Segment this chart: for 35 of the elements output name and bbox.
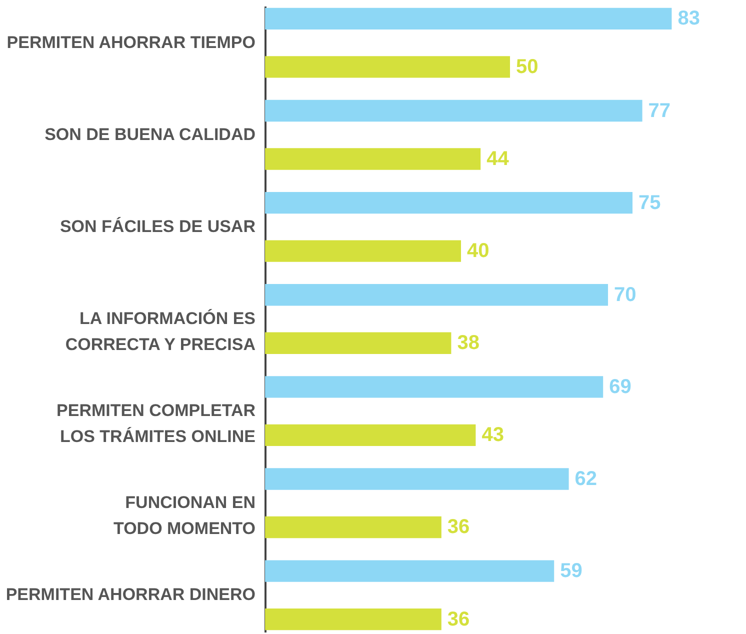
bar [265,608,442,630]
data-label: 44 [486,148,510,170]
bar [265,8,672,30]
data-label: 69 [609,376,632,398]
data-label: 40 [467,240,490,262]
bar [265,468,569,490]
bar [265,192,632,214]
data-label: 75 [638,192,661,214]
y-tick-label: PERMITEN AHORRAR TIEMPO [6,32,256,52]
bar [265,148,481,170]
y-tick-label: SON DE BUENA CALIDAD [44,124,256,144]
y-tick-label: FUNCIONAN EN TODO MOMENTO [114,493,256,538]
data-label: 77 [648,100,671,122]
y-tick-label: LA INFORMACIÓN ES CORRECTA Y PRECISA [65,308,256,354]
bar [265,376,604,398]
data-label: 38 [457,332,480,354]
bar [265,424,476,446]
bar [265,284,608,306]
data-label: 62 [574,468,598,490]
data-label: 43 [482,424,504,446]
data-label: 50 [516,56,538,78]
bar [265,560,554,582]
bar [265,332,452,354]
data-label: 59 [560,560,582,582]
bar [265,516,442,538]
data-label: 36 [447,516,470,538]
y-tick-label: PERMITEN AHORRAR DINERO [6,585,256,604]
bar [265,56,510,78]
data-label: 83 [678,8,700,30]
bar [265,100,642,122]
data-label: 36 [447,608,470,630]
y-tick-label: SON FÁCILES DE USAR [60,216,256,236]
y-tick-label: PERMITEN COMPLETAR LOS TRÁMITES ONLINE [56,401,256,446]
data-label: 70 [614,284,636,306]
bar [265,240,461,262]
